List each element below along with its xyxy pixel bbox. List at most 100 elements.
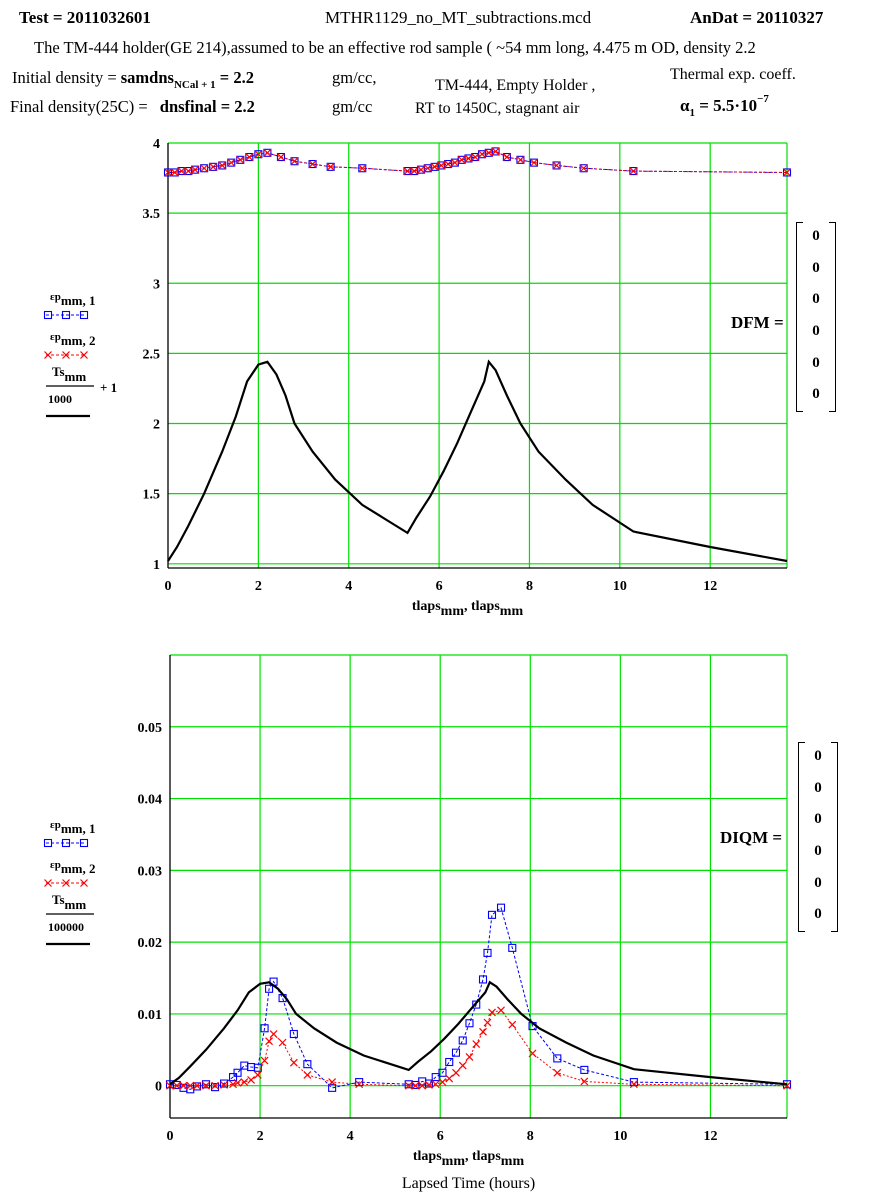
chart-1: 0 2 4 6 8 10 12 1 1.5 2 2.5 3 3.5 4 tlapsmm, tlapsmm εp… bbox=[43, 137, 792, 619]
point-x bbox=[464, 154, 473, 163]
point-square bbox=[326, 162, 335, 171]
point-x bbox=[516, 155, 525, 164]
legend-suffix: + 1 bbox=[100, 380, 117, 395]
y-tick-label: 4 bbox=[153, 137, 160, 152]
point-x bbox=[254, 150, 263, 159]
point-square bbox=[438, 1068, 447, 1077]
point-square bbox=[491, 147, 500, 156]
y-tick-label: 3 bbox=[153, 277, 160, 292]
point-x bbox=[629, 167, 638, 175]
point-x bbox=[552, 161, 561, 170]
note-line-1: TM-444, Empty Holder , bbox=[435, 77, 596, 94]
series-2-line bbox=[168, 150, 788, 173]
point-x bbox=[404, 1081, 413, 1090]
point-square bbox=[629, 1078, 638, 1087]
dfm-cell-3: 0 bbox=[812, 322, 820, 339]
y-tick-label: 0.03 bbox=[138, 864, 163, 879]
diqm-cell-5: 0 bbox=[814, 906, 822, 923]
point-square bbox=[236, 155, 245, 164]
legend-marker-x bbox=[44, 879, 52, 887]
file-name: MTHR1129_no_MT_subtractions.mcd bbox=[325, 8, 592, 27]
point-x bbox=[172, 1081, 181, 1090]
note-line-2: RT to 1450C, stagnant air bbox=[415, 100, 580, 117]
point-x bbox=[355, 1080, 364, 1089]
point-square bbox=[508, 943, 517, 952]
point-square bbox=[209, 162, 218, 171]
series-3-line bbox=[167, 359, 788, 563]
final-density: Final density(25C) = dnsfinal = 2.2 bbox=[10, 97, 255, 116]
point-x bbox=[240, 1078, 249, 1087]
point-x bbox=[328, 1078, 337, 1087]
y-tick-label: 2 bbox=[153, 418, 160, 433]
point-x bbox=[263, 148, 272, 157]
y-tick-label: 0.04 bbox=[138, 793, 163, 808]
point-square bbox=[496, 903, 506, 912]
point-x bbox=[308, 160, 317, 168]
description: The TM-444 holder(GE 214),assumed to be … bbox=[34, 38, 756, 57]
diqm-label: DIQM = bbox=[720, 828, 783, 847]
x-tick-label: 10 bbox=[613, 579, 627, 594]
point-x bbox=[410, 167, 419, 175]
point-square bbox=[254, 150, 263, 159]
point-x bbox=[629, 1080, 638, 1089]
series-1 bbox=[163, 147, 792, 177]
legend-marker-square bbox=[43, 838, 53, 848]
series-3 bbox=[169, 980, 788, 1086]
legend-denominator: 100000 bbox=[48, 920, 84, 934]
point-square bbox=[303, 1060, 312, 1069]
diqm-cell-4: 0 bbox=[814, 874, 822, 891]
point-square bbox=[289, 1029, 298, 1039]
point-x bbox=[265, 1037, 274, 1046]
point-x bbox=[457, 155, 466, 164]
point-square bbox=[431, 1073, 440, 1082]
legend-marker-x bbox=[62, 879, 70, 887]
x-axis-label: tlapsmm, tlapsmm bbox=[413, 1149, 525, 1169]
point-x bbox=[437, 161, 446, 170]
chart-2: 0 2 4 6 8 10 12 0 0.01 0.02 0.03 0.04 0.05 tlapsmm, t… bbox=[43, 654, 792, 1192]
legend-marker-square bbox=[79, 838, 89, 848]
legend-marker-x bbox=[62, 351, 70, 359]
x-tick-label: 12 bbox=[703, 579, 717, 594]
point-square bbox=[219, 1079, 229, 1088]
legend-marker-square bbox=[79, 310, 89, 320]
point-square bbox=[245, 152, 254, 162]
test-id: Test = 2011032601 bbox=[19, 8, 151, 27]
legend-marker-square bbox=[43, 310, 53, 320]
point-square bbox=[263, 148, 272, 157]
point-x bbox=[253, 1071, 262, 1079]
point-x bbox=[247, 1076, 255, 1084]
point-x bbox=[177, 167, 186, 175]
diqm-matrix: 0 0 0 0 0 0 bbox=[798, 742, 838, 932]
point-x bbox=[303, 1071, 312, 1079]
y-tick-label: 0.02 bbox=[138, 936, 163, 951]
point-x bbox=[164, 168, 172, 177]
point-x bbox=[508, 1020, 517, 1029]
x-tick-label: 8 bbox=[527, 1129, 534, 1144]
point-x bbox=[528, 1049, 537, 1058]
point-square bbox=[483, 948, 492, 957]
point-x bbox=[260, 1056, 269, 1065]
legend: εpmm, 1 εpmm, 2 Tsmm 100000 bbox=[43, 819, 96, 946]
point-square bbox=[260, 1024, 269, 1033]
y-tick-label: 0.05 bbox=[138, 721, 163, 736]
point-x bbox=[411, 1081, 420, 1090]
legend-denominator: 1000 bbox=[48, 392, 72, 406]
point-square bbox=[229, 1073, 238, 1082]
diqm-cell-1: 0 bbox=[814, 779, 822, 796]
point-x bbox=[431, 1080, 440, 1089]
point-x bbox=[211, 1081, 219, 1090]
y-tick-label: 2.5 bbox=[143, 347, 161, 362]
point-x bbox=[423, 164, 432, 173]
point-square bbox=[553, 1054, 562, 1063]
point-x bbox=[290, 157, 299, 166]
legend-label: Tsmm bbox=[52, 364, 86, 384]
point-x bbox=[472, 1040, 481, 1048]
x-tick-label: 10 bbox=[613, 1129, 627, 1144]
dfm-cell-4: 0 bbox=[812, 354, 820, 371]
x-tick-label: 8 bbox=[526, 579, 533, 594]
point-square bbox=[276, 152, 286, 162]
series-3 bbox=[167, 359, 788, 563]
legend-marker-x bbox=[80, 351, 88, 359]
point-square bbox=[233, 1068, 242, 1077]
point-x bbox=[184, 167, 193, 175]
